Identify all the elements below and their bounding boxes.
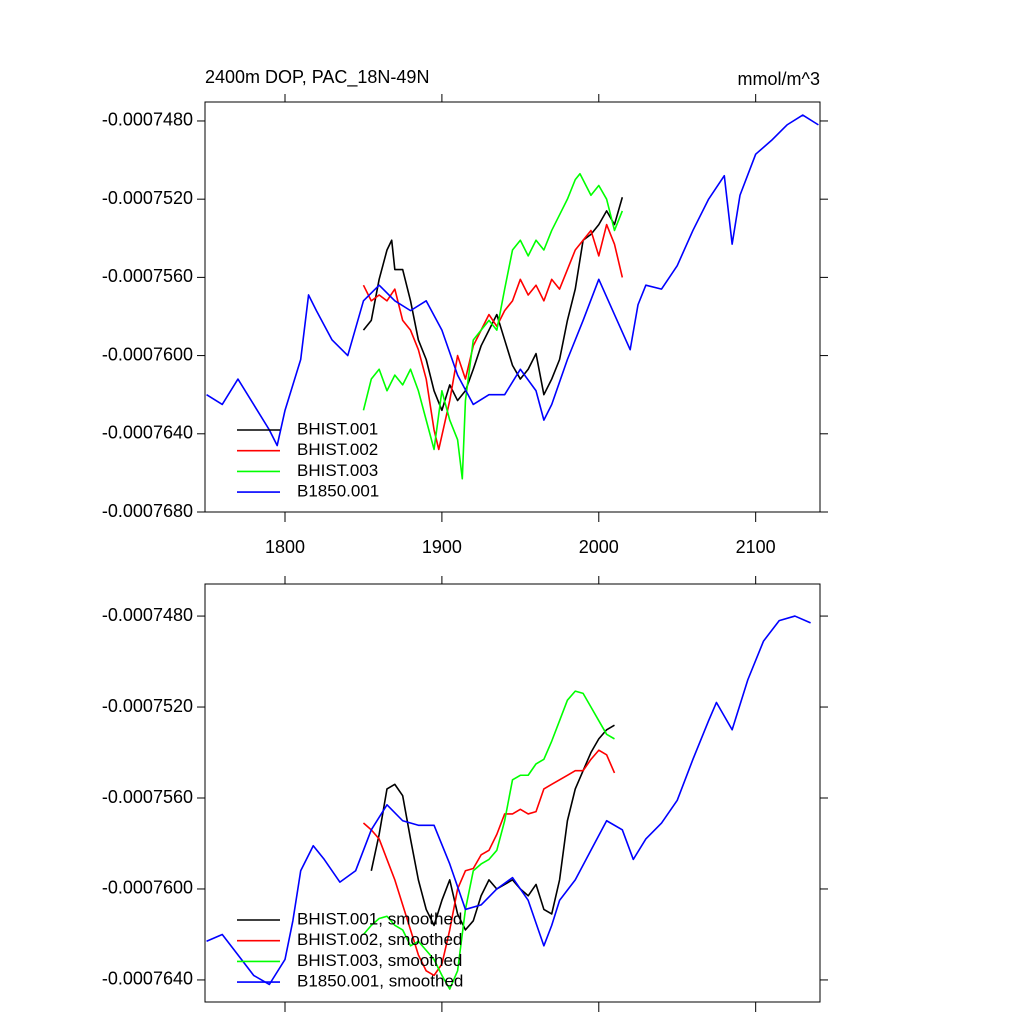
legend-label: BHIST.001, smoothed (297, 909, 462, 928)
data-line (362, 196, 624, 412)
chart-title: 2400m DOP, PAC_18N-49N (205, 67, 429, 88)
y-tick-label: -0.0007680 (102, 501, 193, 521)
y-tick-label: -0.0007560 (102, 787, 193, 807)
legend-label: BHIST.002 (297, 440, 378, 459)
data-line (206, 615, 811, 986)
y-tick-label: -0.0007640 (102, 969, 193, 989)
plot-frame (204, 101, 821, 513)
legend-label: B1850.001, smoothed (297, 972, 463, 991)
y-tick-label: -0.0007480 (102, 110, 193, 130)
chart-panel: -0.0007480 -0.0007520 -0.0007560 -0.0007600… (102, 576, 828, 1012)
y-tick-label: -0.0007560 (102, 266, 193, 286)
y-tick-label: -0.0007640 (102, 423, 193, 443)
y-tick-label: -0.0007520 (102, 696, 193, 716)
x-tick-label: 1900 (422, 537, 462, 557)
data-line (362, 749, 616, 977)
data-line (206, 114, 819, 447)
legend-label: B1850.001 (297, 482, 379, 501)
data-line (362, 223, 624, 451)
x-tick-label: 2100 (736, 537, 776, 557)
x-tick-label: 2000 (579, 537, 619, 557)
data-line (362, 172, 624, 480)
y-tick-label: -0.0007600 (102, 344, 193, 364)
legend-label: BHIST.002, smoothed (297, 930, 462, 949)
y-tick-label: -0.0007480 (102, 605, 193, 625)
data-line (362, 690, 615, 990)
plot-frame (204, 583, 821, 1003)
chart-panel: 2400m DOP, PAC_18N-49N mmol/m^3 -0.0007480… (102, 67, 828, 557)
unit-label: mmol/m^3 (738, 69, 820, 89)
x-tick-label: 1800 (265, 537, 305, 557)
legend-label: BHIST.003, smoothed (297, 951, 462, 970)
data-line (370, 724, 615, 931)
y-tick-label: -0.0007520 (102, 188, 193, 208)
y-tick-label: -0.0007600 (102, 878, 193, 898)
legend-label: BHIST.003 (297, 461, 378, 480)
legend-label: BHIST.001 (297, 419, 378, 438)
